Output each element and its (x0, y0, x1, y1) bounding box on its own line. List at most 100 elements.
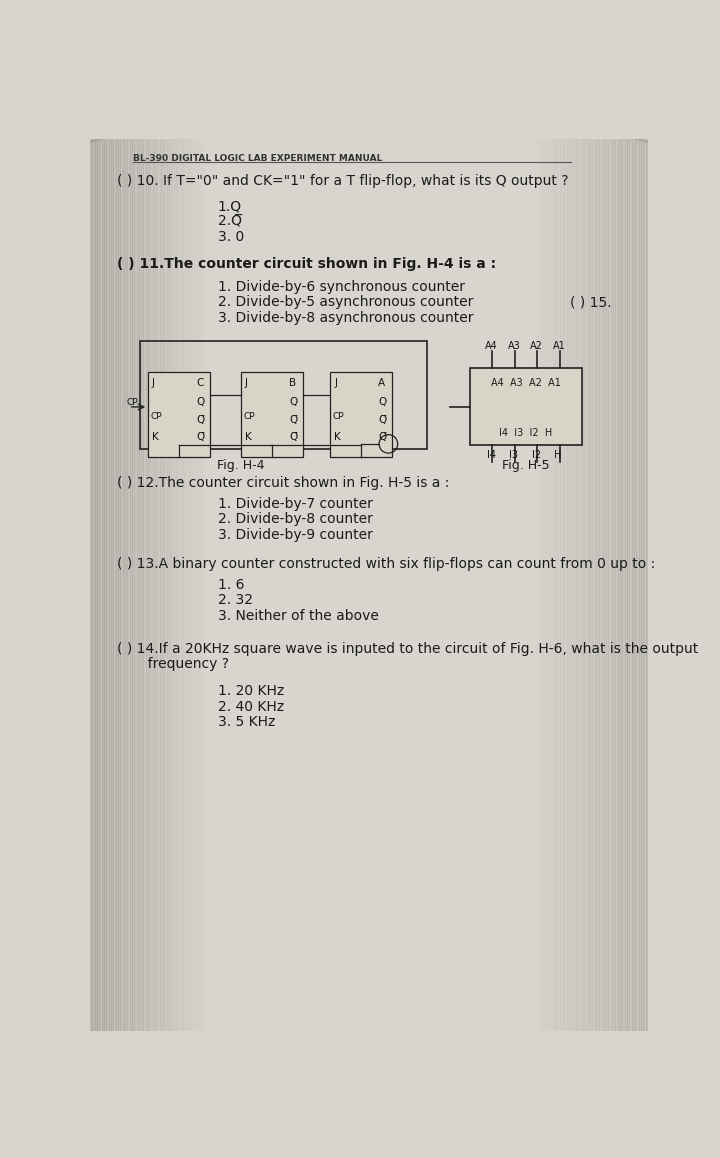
Bar (155, 139, 158, 1031)
Bar (127, 139, 130, 1031)
Text: A2: A2 (530, 342, 543, 352)
Bar (641, 139, 644, 1031)
Bar (555, 139, 557, 1031)
Bar (171, 139, 174, 1031)
Bar (104, 139, 107, 1031)
Text: Q̅: Q̅ (196, 432, 204, 442)
Text: CP: CP (243, 412, 255, 422)
Bar (197, 139, 199, 1031)
Text: 3. Neither of the above: 3. Neither of the above (218, 609, 379, 623)
Bar (107, 139, 109, 1031)
Bar (608, 139, 611, 1031)
Text: ( ) 12.The counter circuit shown in Fig. H-5 is a :: ( ) 12.The counter circuit shown in Fig.… (117, 476, 449, 490)
Bar (562, 139, 564, 1031)
Text: ( ) 10. If T="0" and CK="1" for a T flip-flop, what is its Q output ?: ( ) 10. If T="0" and CK="1" for a T flip… (117, 175, 569, 189)
Bar (92, 139, 94, 1031)
Text: Q: Q (378, 397, 387, 406)
Bar (120, 139, 122, 1031)
Text: CP: CP (150, 412, 162, 422)
Bar (241, 372, 303, 457)
Text: J: J (152, 379, 155, 388)
Bar (616, 139, 618, 1031)
Text: I3: I3 (509, 450, 518, 460)
Text: ( ) 13.A binary counter constructed with six flip-flops can count from 0 up to :: ( ) 13.A binary counter constructed with… (117, 557, 655, 571)
Bar (574, 139, 576, 1031)
Bar (539, 139, 541, 1031)
Text: 3. 5 KHz: 3. 5 KHz (218, 714, 275, 728)
Bar (601, 139, 604, 1031)
Text: K: K (152, 432, 158, 442)
Text: 2. 40 KHz: 2. 40 KHz (218, 699, 284, 713)
Bar (118, 139, 120, 1031)
Text: I4: I4 (487, 450, 496, 460)
Bar (536, 139, 539, 1031)
Bar (194, 139, 197, 1031)
Bar (597, 139, 599, 1031)
Text: Q: Q (289, 397, 297, 406)
Text: Q̅: Q̅ (289, 415, 297, 425)
Bar (646, 139, 648, 1031)
Bar (185, 139, 188, 1031)
Text: C: C (196, 379, 204, 388)
Text: Fig. H-5: Fig. H-5 (502, 460, 550, 472)
Bar (160, 139, 162, 1031)
Bar (557, 139, 559, 1031)
Bar (141, 139, 143, 1031)
Bar (631, 139, 634, 1031)
Bar (546, 139, 548, 1031)
Bar (627, 139, 629, 1031)
Bar (580, 139, 583, 1031)
Bar (113, 139, 116, 1031)
Bar (179, 139, 181, 1031)
Text: 2. Divide-by-5 asynchronous counter: 2. Divide-by-5 asynchronous counter (218, 295, 473, 309)
Bar (202, 139, 204, 1031)
Bar (102, 139, 104, 1031)
Bar (90, 139, 92, 1031)
Bar (190, 139, 192, 1031)
Text: Q̅: Q̅ (289, 432, 297, 442)
Bar (569, 139, 571, 1031)
Bar (634, 139, 636, 1031)
Bar (176, 139, 179, 1031)
Text: 3. Divide-by-8 asynchronous counter: 3. Divide-by-8 asynchronous counter (218, 310, 473, 324)
Text: A4  A3  A2  A1: A4 A3 A2 A1 (491, 378, 561, 388)
Text: H: H (554, 450, 562, 460)
Bar (583, 139, 585, 1031)
Bar (153, 139, 155, 1031)
Text: 2.Q̅: 2.Q̅ (218, 214, 242, 228)
Bar (567, 139, 569, 1031)
Bar (604, 139, 606, 1031)
Bar (130, 139, 132, 1031)
Bar (111, 139, 113, 1031)
Bar (578, 139, 580, 1031)
Bar (109, 139, 111, 1031)
Text: 1.Q: 1.Q (218, 199, 242, 213)
Text: 3. Divide-by-9 counter: 3. Divide-by-9 counter (218, 528, 373, 542)
Bar (590, 139, 593, 1031)
Bar (588, 139, 590, 1031)
Bar (571, 139, 574, 1031)
Bar (132, 139, 134, 1031)
Bar (599, 139, 601, 1031)
Bar (99, 139, 102, 1031)
Text: 1. 6: 1. 6 (218, 578, 244, 592)
Bar (595, 139, 597, 1031)
Text: CP: CP (333, 412, 344, 422)
Text: ( ) 15.: ( ) 15. (570, 295, 612, 309)
Bar (148, 372, 210, 457)
Bar (625, 139, 627, 1031)
Bar (553, 139, 555, 1031)
Bar (150, 139, 153, 1031)
Text: A3: A3 (508, 342, 521, 352)
Text: 1. Divide-by-7 counter: 1. Divide-by-7 counter (218, 497, 373, 511)
Text: Q̅: Q̅ (196, 415, 204, 425)
Bar (629, 139, 631, 1031)
Text: B: B (289, 379, 297, 388)
Bar (164, 139, 167, 1031)
Bar (534, 139, 536, 1031)
Bar (585, 139, 588, 1031)
Bar (576, 139, 578, 1031)
Text: Q: Q (196, 397, 204, 406)
Bar (139, 139, 141, 1031)
Bar (158, 139, 160, 1031)
